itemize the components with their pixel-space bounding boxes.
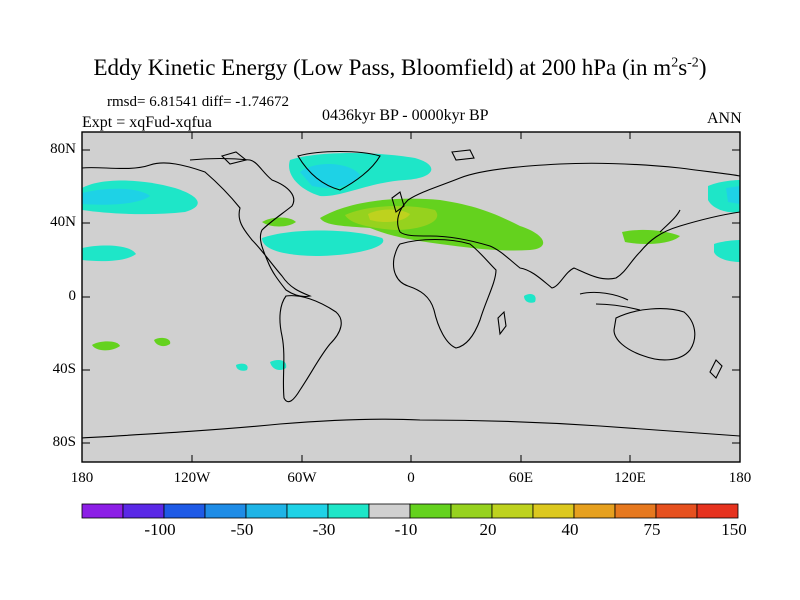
lat-label-80n: 80N xyxy=(50,141,76,157)
map-background xyxy=(82,132,740,462)
neg-region-south-pacific xyxy=(236,363,248,371)
pos-region-south-pacific-west xyxy=(92,341,120,351)
season-label: ANN xyxy=(707,110,742,127)
pos-region-south-pacific-mid xyxy=(154,337,171,347)
colorbar-box xyxy=(81,503,124,519)
colorbar-box xyxy=(655,503,698,519)
neg-region-greenland-core xyxy=(300,164,360,188)
pos-region-us-east xyxy=(262,217,296,227)
axis-ticks xyxy=(82,132,740,462)
lon-label-180e: 180 xyxy=(728,470,752,486)
coast-europe-asia xyxy=(397,162,740,289)
neg-region-north-pacific-core xyxy=(82,188,150,205)
coast-south-america xyxy=(279,295,342,403)
coast-new-zealand xyxy=(709,359,723,379)
coast-australia xyxy=(613,308,696,361)
colorbar xyxy=(81,503,739,519)
colorbar-label: 40 xyxy=(561,520,579,539)
colorbar-label: -100 xyxy=(144,520,176,539)
period-label: 0436kyr BP - 0000kyr BP xyxy=(322,107,489,124)
coastlines xyxy=(82,149,740,439)
coast-uk xyxy=(391,191,405,213)
colorbar-label: -10 xyxy=(394,520,418,539)
neg-region-south-atlantic xyxy=(270,360,287,370)
neg-region-pacific-east-core xyxy=(726,186,740,204)
colorbar-box xyxy=(122,503,165,519)
coast-japan xyxy=(659,209,681,233)
experiment-label: Expt = xqFud-xqfua xyxy=(82,114,212,131)
lat-label-80s: 80S xyxy=(52,434,76,450)
colorbar-box xyxy=(614,503,657,519)
colorbar-box xyxy=(163,503,206,519)
lon-label-120e: 120E xyxy=(614,470,646,486)
colorbar-box xyxy=(245,503,288,519)
lon-label-180w: 180 xyxy=(70,470,94,486)
coast-indonesia xyxy=(579,291,641,311)
coast-africa xyxy=(392,239,497,349)
coast-arctic-islands xyxy=(220,149,475,165)
lat-label-40s: 40S xyxy=(52,361,76,377)
pos-region-japan xyxy=(622,229,680,244)
neg-region-west-pacific xyxy=(714,240,740,262)
colorbar-box xyxy=(450,503,493,519)
lon-label-120w: 120W xyxy=(173,470,211,486)
colorbar-box xyxy=(696,503,739,519)
colorbar-box xyxy=(327,503,370,519)
colorbar-label: -50 xyxy=(230,520,254,539)
lon-label-60w: 60W xyxy=(287,470,317,486)
colorbar-label: 20 xyxy=(479,520,497,539)
colorbar-label: 150 xyxy=(721,520,747,539)
neg-region-tropical-pacific xyxy=(82,245,136,262)
coast-antarctica xyxy=(82,418,740,439)
coast-greenland xyxy=(297,150,381,191)
lon-label-60e: 60E xyxy=(508,470,534,486)
colorbar-label: 75 xyxy=(643,520,661,539)
contour-fills xyxy=(82,153,740,371)
colorbar-label: -30 xyxy=(312,520,336,539)
neg-region-indian xyxy=(524,294,536,303)
colorbar-box xyxy=(286,503,329,519)
lat-label-40n: 40N xyxy=(50,214,76,230)
rmsd-diff-text: rmsd= 6.81541 diff= -1.74672 xyxy=(107,94,290,110)
lon-label-0: 0 xyxy=(407,470,415,486)
colorbar-box xyxy=(409,503,452,519)
colorbar-box xyxy=(368,503,411,519)
plot-title: Eddy Kinetic Energy (Low Pass, Bloomfiel… xyxy=(93,55,707,80)
coast-madagascar xyxy=(497,310,507,336)
neg-region-atlantic xyxy=(262,230,384,256)
colorbar-box xyxy=(532,503,575,519)
lat-label-0: 0 xyxy=(68,288,77,304)
colorbar-box xyxy=(573,503,616,519)
colorbar-box xyxy=(204,503,247,519)
colorbar-box xyxy=(491,503,534,519)
